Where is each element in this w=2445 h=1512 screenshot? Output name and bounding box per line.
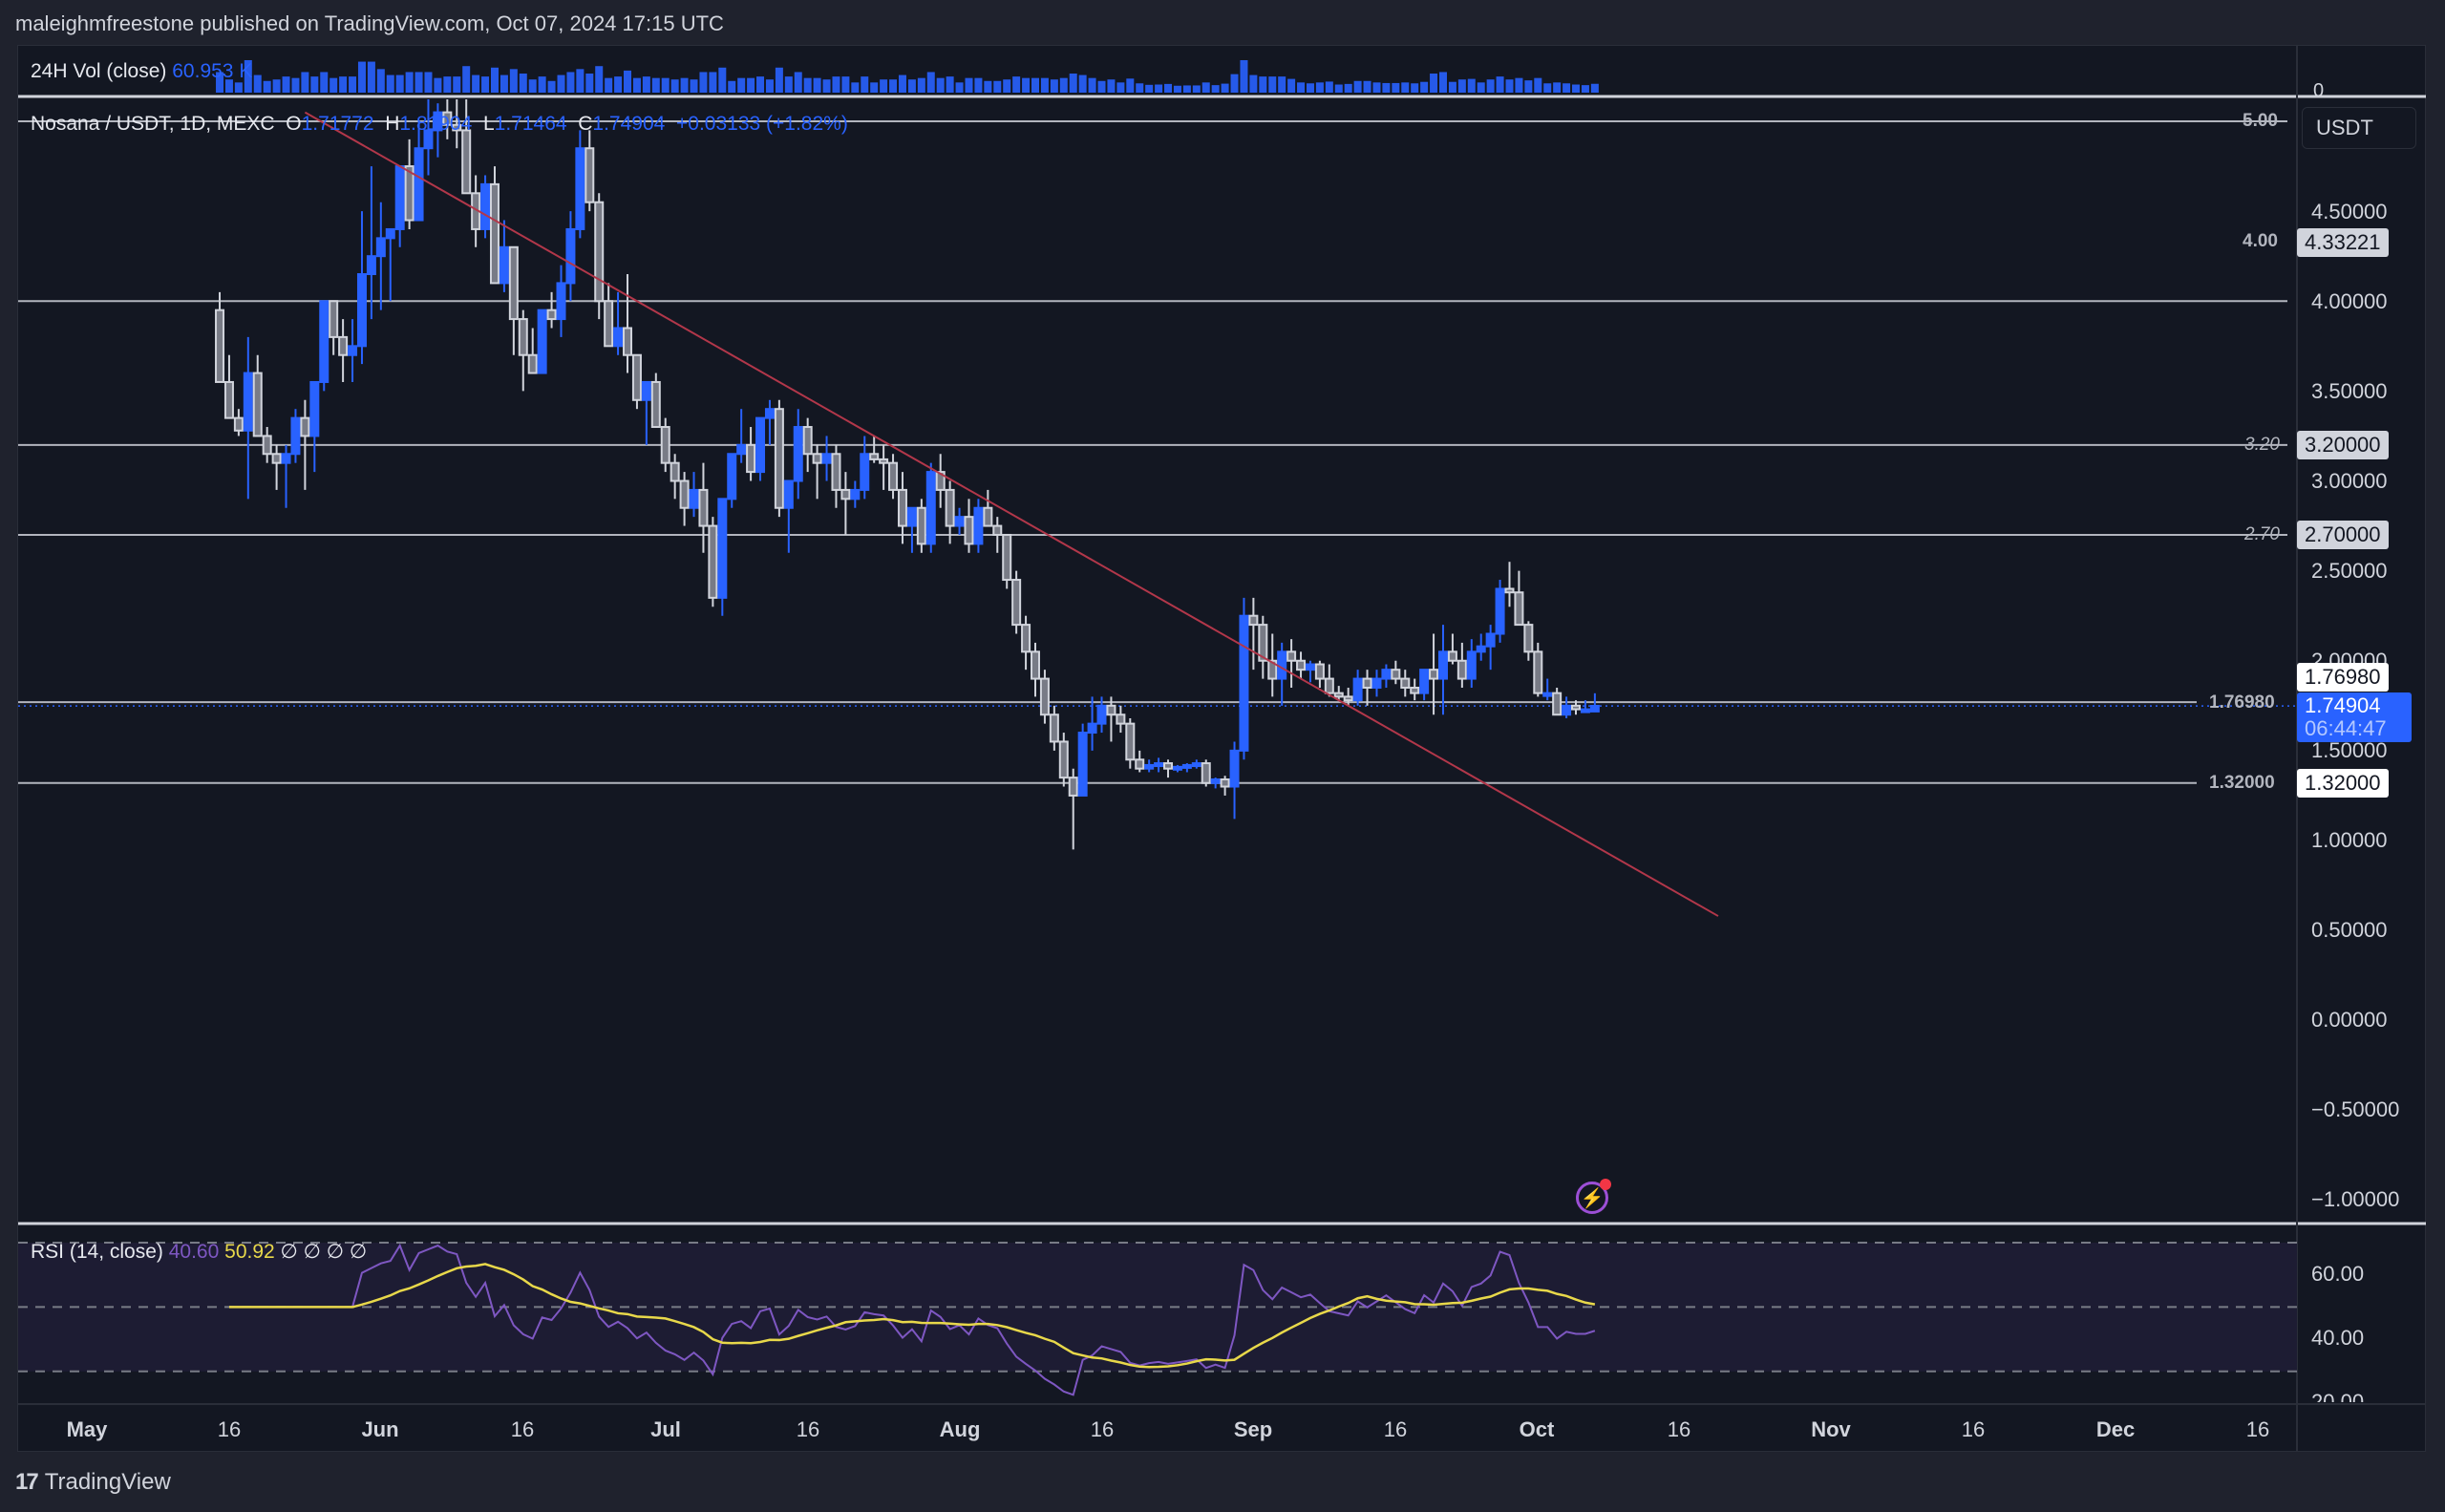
time-label-aug: Aug xyxy=(939,1417,981,1441)
level-label-5.00: 5.00 xyxy=(2243,111,2278,131)
low-value: 1.71464 xyxy=(494,113,567,135)
price-tag-1.32: 1.32000 xyxy=(2297,769,2389,798)
rsi-tick: 40.00 xyxy=(2311,1326,2365,1350)
price-tag-4.33: 4.33221 xyxy=(2297,228,2389,257)
volume-axis-zero: 0 xyxy=(2313,80,2325,101)
price-tick: 2.50000 xyxy=(2311,559,2388,583)
footer-branding: 17 TradingView xyxy=(15,1469,171,1496)
time-label-16: 16 xyxy=(1383,1417,1408,1441)
open-value: 1.71772 xyxy=(301,113,374,135)
price-tick: −0.50000 xyxy=(2311,1097,2400,1121)
currency-button[interactable]: USDT xyxy=(2302,107,2416,149)
rsi-value: 40.60 xyxy=(168,1241,220,1263)
time-label-16: 16 xyxy=(217,1417,242,1441)
publish-info: maleighmfreestone published on TradingVi… xyxy=(15,11,724,35)
volume-value: 60.953 K xyxy=(172,60,253,82)
time-label-jul: Jul xyxy=(650,1417,681,1441)
time-label-sep: Sep xyxy=(1233,1417,1273,1441)
time-label-may: May xyxy=(66,1417,108,1441)
level-label-2.70: 2.70 xyxy=(2244,524,2280,544)
change-value: +0.03133 (+1.82%) xyxy=(676,113,848,135)
bar-countdown: 06:44:47 xyxy=(2305,716,2387,740)
price-tick: 4.50000 xyxy=(2311,200,2388,224)
rsi-na-values: ∅ ∅ ∅ ∅ xyxy=(280,1241,368,1263)
price-tick: 0.50000 xyxy=(2311,918,2388,942)
price-tick: 1.50000 xyxy=(2311,738,2388,762)
open-label: O xyxy=(286,113,302,135)
price-tick: −1.00000 xyxy=(2311,1187,2400,1211)
price-tag-1.77: 1.76980 xyxy=(2297,663,2389,692)
time-label-16: 16 xyxy=(1961,1417,1986,1441)
rsi-legend[interactable]: RSI (14, close) 40.60 50.92 ∅ ∅ ∅ ∅ xyxy=(31,1240,367,1264)
rsi-label: RSI (14, close) xyxy=(31,1241,163,1263)
lightning-icon[interactable]: ⚡ xyxy=(1576,1179,1611,1214)
low-label: L xyxy=(482,113,495,135)
close-value: 1.74904 xyxy=(592,113,666,135)
level-label-1.32: 1.32000 xyxy=(2209,773,2275,793)
level-label-4.00: 4.00 xyxy=(2243,231,2278,251)
price-tick: 1.00000 xyxy=(2311,828,2388,852)
time-label-dec: Dec xyxy=(2095,1417,2136,1441)
symbol-name: Nosana / USDT, 1D, MEXC xyxy=(31,113,275,135)
price-tag-2.70: 2.70000 xyxy=(2297,521,2389,549)
level-label-1.77: 1.76980 xyxy=(2209,692,2275,713)
time-label-oct: Oct xyxy=(1519,1417,1555,1441)
tradingview-logo-icon: 17 xyxy=(15,1469,39,1495)
high-label: H xyxy=(385,113,400,135)
volume-label: 24H Vol (close) xyxy=(31,60,167,82)
volume-legend[interactable]: 24H Vol (close) 60.953 K xyxy=(31,60,252,83)
time-label-16: 16 xyxy=(796,1417,820,1441)
time-label-jun: Jun xyxy=(361,1417,399,1441)
price-tag-3.20: 3.20000 xyxy=(2297,431,2389,459)
brand-name: TradingView xyxy=(44,1469,171,1495)
rsi-tick: 60.00 xyxy=(2311,1262,2365,1286)
notification-dot xyxy=(1600,1179,1611,1190)
price-tick: 3.00000 xyxy=(2311,469,2388,493)
time-label-nov: Nov xyxy=(1811,1417,1851,1441)
rsi-ma-value: 50.92 xyxy=(224,1241,275,1263)
price-tick: 0.00000 xyxy=(2311,1008,2388,1032)
price-tick: 3.50000 xyxy=(2311,379,2388,403)
level-label-3.20: 3.20 xyxy=(2244,435,2280,455)
price-tick: 4.00000 xyxy=(2311,289,2388,313)
last-price: 1.74904 xyxy=(2305,693,2381,717)
last-price-tag: 1.74904 06:44:47 xyxy=(2297,692,2412,742)
time-label-16: 16 xyxy=(2245,1417,2270,1441)
rsi-tick: 20.00 xyxy=(2311,1390,2365,1402)
time-label-16: 16 xyxy=(1667,1417,1691,1441)
symbol-legend[interactable]: Nosana / USDT, 1D, MEXC O1.71772 H1.8190… xyxy=(31,113,848,136)
time-label-16: 16 xyxy=(510,1417,535,1441)
close-label: C xyxy=(578,113,593,135)
time-label-16: 16 xyxy=(1090,1417,1115,1441)
high-value: 1.81904 xyxy=(399,113,473,135)
